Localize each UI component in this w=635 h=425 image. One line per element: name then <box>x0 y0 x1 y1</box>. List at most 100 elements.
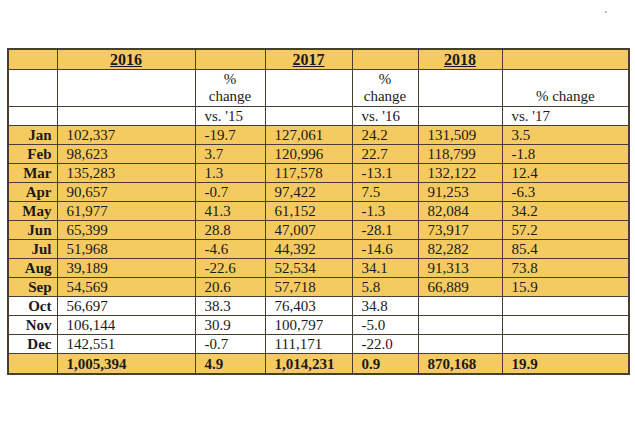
corner-cell <box>8 49 57 70</box>
y2018-cell <box>418 316 502 335</box>
y2018-cell <box>418 335 502 354</box>
y2018-cell: 131,509 <box>418 126 502 145</box>
y2017-cell: 61,152 <box>265 202 352 221</box>
chg-vs16-cell: 34.1 <box>352 259 418 278</box>
y2016-cell: 54,569 <box>57 278 195 297</box>
blank-cell <box>195 49 265 70</box>
chg-vs15-cell: 3.7 <box>195 145 265 164</box>
row-jul: Jul 51,968 -4.6 44,392 -14.6 82,282 85.4 <box>8 240 629 259</box>
month-cell: Aug <box>8 259 57 278</box>
chg-vs17-cell: 12.4 <box>502 164 629 183</box>
y2018-cell: 66,889 <box>418 278 502 297</box>
row-jan: Jan 102,337 -19.7 127,061 24.2 131,509 3… <box>8 126 629 145</box>
year-2016-header: 2016 <box>57 49 195 70</box>
month-cell: Sep <box>8 278 57 297</box>
month-cell: Dec <box>8 335 57 354</box>
total-y2017-cell: 1,014,231 <box>265 354 352 375</box>
month-cell: Nov <box>8 316 57 335</box>
chg-vs16-cell: 5.8 <box>352 278 418 297</box>
chg-vs16-cell: 7.5 <box>352 183 418 202</box>
month-cell: Oct <box>8 297 57 316</box>
row-sep: Sep 54,569 20.6 57,718 5.8 66,889 15.9 <box>8 278 629 297</box>
chg-vs15-cell: 41.3 <box>195 202 265 221</box>
blank-cell <box>502 49 629 70</box>
chg-vs15-cell: -22.6 <box>195 259 265 278</box>
chg-vs17-cell: 34.2 <box>502 202 629 221</box>
y2017-cell: 97,422 <box>265 183 352 202</box>
y2017-cell: 57,718 <box>265 278 352 297</box>
year-2018-header: 2018 <box>418 49 502 70</box>
chg-vs17-cell: 57.2 <box>502 221 629 240</box>
row-totals: 1,005,394 4.9 1,014,231 0.9 870,168 19.9 <box>8 354 629 375</box>
month-cell: Jan <box>8 126 57 145</box>
chg-vs16-cell: -5.0 <box>352 316 418 335</box>
month-cell: Feb <box>8 145 57 164</box>
chg-vs17-cell: 73.8 <box>502 259 629 278</box>
y2018-cell: 82,282 <box>418 240 502 259</box>
row-may: May 61,977 41.3 61,152 -1.3 82,084 34.2 <box>8 202 629 221</box>
chg-vs16-cell: -28.1 <box>352 221 418 240</box>
stray-dot: . <box>604 0 608 17</box>
row-mar: Mar 135,283 1.3 117,578 -13.1 132,122 12… <box>8 164 629 183</box>
y2016-cell: 56,697 <box>57 297 195 316</box>
chg-vs17-cell: -1.8 <box>502 145 629 164</box>
chg-vs15-cell: 20.6 <box>195 278 265 297</box>
chg-vs17-cell: 85.4 <box>502 240 629 259</box>
month-cell: Apr <box>8 183 57 202</box>
row-jun: Jun 65,399 28.8 47,007 -28.1 73,917 57.2 <box>8 221 629 240</box>
blank-cell <box>352 49 418 70</box>
y2017-cell: 52,534 <box>265 259 352 278</box>
y2017-cell: 127,061 <box>265 126 352 145</box>
vs-15-label: vs. '15 <box>195 107 265 126</box>
month-cell: Jul <box>8 240 57 259</box>
y2016-cell: 142,551 <box>57 335 195 354</box>
y2016-cell: 102,337 <box>57 126 195 145</box>
y2018-cell <box>418 297 502 316</box>
chg-vs15-cell: -0.7 <box>195 335 265 354</box>
y2018-cell: 91,313 <box>418 259 502 278</box>
vs-16-label: vs. '16 <box>352 107 418 126</box>
y2016-cell: 65,399 <box>57 221 195 240</box>
total-y2018-cell: 870,168 <box>418 354 502 375</box>
y2018-cell: 132,122 <box>418 164 502 183</box>
y2017-cell: 44,392 <box>265 240 352 259</box>
chg-vs16-cell: -22.0 <box>352 335 418 354</box>
blank-cell <box>8 354 57 375</box>
y2016-cell: 39,189 <box>57 259 195 278</box>
header-row-years: 2016 2017 2018 <box>8 49 629 70</box>
blank-cell <box>265 70 352 107</box>
month-cell: Mar <box>8 164 57 183</box>
blank-cell <box>265 107 352 126</box>
blank-cell <box>57 107 195 126</box>
y2017-cell: 120,996 <box>265 145 352 164</box>
blank-cell <box>418 107 502 126</box>
row-feb: Feb 98,623 3.7 120,996 22.7 118,799 -1.8 <box>8 145 629 164</box>
y2018-cell: 82,084 <box>418 202 502 221</box>
y2017-cell: 76,403 <box>265 297 352 316</box>
chg-vs15-cell: -4.6 <box>195 240 265 259</box>
row-dec: Dec 142,551 -0.7 111,171 -22.0 <box>8 335 629 354</box>
pct-change-vs17-header: % change <box>502 70 629 107</box>
y2016-cell: 51,968 <box>57 240 195 259</box>
monthly-data-table: 2016 2017 2018 % change % change % chang… <box>7 48 630 375</box>
chg-vs16-cell: -1.3 <box>352 202 418 221</box>
y2018-cell: 118,799 <box>418 145 502 164</box>
y2016-cell: 61,977 <box>57 202 195 221</box>
blank-cell <box>418 70 502 107</box>
chg-vs15-cell: 30.9 <box>195 316 265 335</box>
chg-vs17-cell: 15.9 <box>502 278 629 297</box>
chg-vs17-cell: 3.5 <box>502 126 629 145</box>
chg-vs17-cell <box>502 335 629 354</box>
row-aug: Aug 39,189 -22.6 52,534 34.1 91,313 73.8 <box>8 259 629 278</box>
row-nov: Nov 106,144 30.9 100,797 -5.0 <box>8 316 629 335</box>
year-2017-header: 2017 <box>265 49 352 70</box>
y2016-cell: 106,144 <box>57 316 195 335</box>
y2016-cell: 90,657 <box>57 183 195 202</box>
header-row-pct-change: % change % change % change <box>8 70 629 107</box>
y2017-cell: 47,007 <box>265 221 352 240</box>
chg-vs16-cell: 24.2 <box>352 126 418 145</box>
y2016-cell: 135,283 <box>57 164 195 183</box>
total-chg-vs15-cell: 4.9 <box>195 354 265 375</box>
pct-change-vs16-header: % change <box>352 70 418 107</box>
header-row-vs-years: vs. '15 vs. '16 vs. '17 <box>8 107 629 126</box>
